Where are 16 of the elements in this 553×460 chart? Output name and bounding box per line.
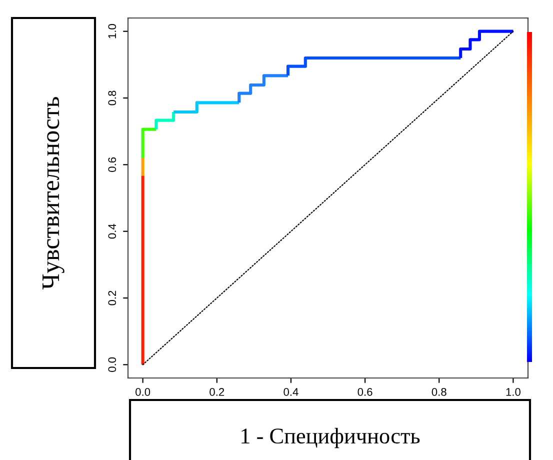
x-axis-title: 1 - Специфичность [242,428,420,448]
x-tick-label: 0.6 [358,388,372,396]
y-tick-label: 0.8 [108,90,116,106]
x-tick-label: 0.0 [136,388,150,396]
x-tick-label: 1.0 [506,388,520,396]
y-tick-label: 1.0 [108,24,116,38]
y-tick-label: 0.4 [108,224,116,239]
x-tick-label: 0.2 [210,388,224,396]
y-tick-label: 0.6 [108,157,116,172]
y-axis-title: Чувствительность [42,97,64,290]
line-series [459,30,515,60]
y-tick-label: 0.2 [108,290,116,306]
y-tick-label: 0.0 [108,357,116,372]
x-tick-label: 0.4 [284,388,298,396]
line-series [238,74,290,104]
x-tick-label: 0.8 [432,388,446,396]
